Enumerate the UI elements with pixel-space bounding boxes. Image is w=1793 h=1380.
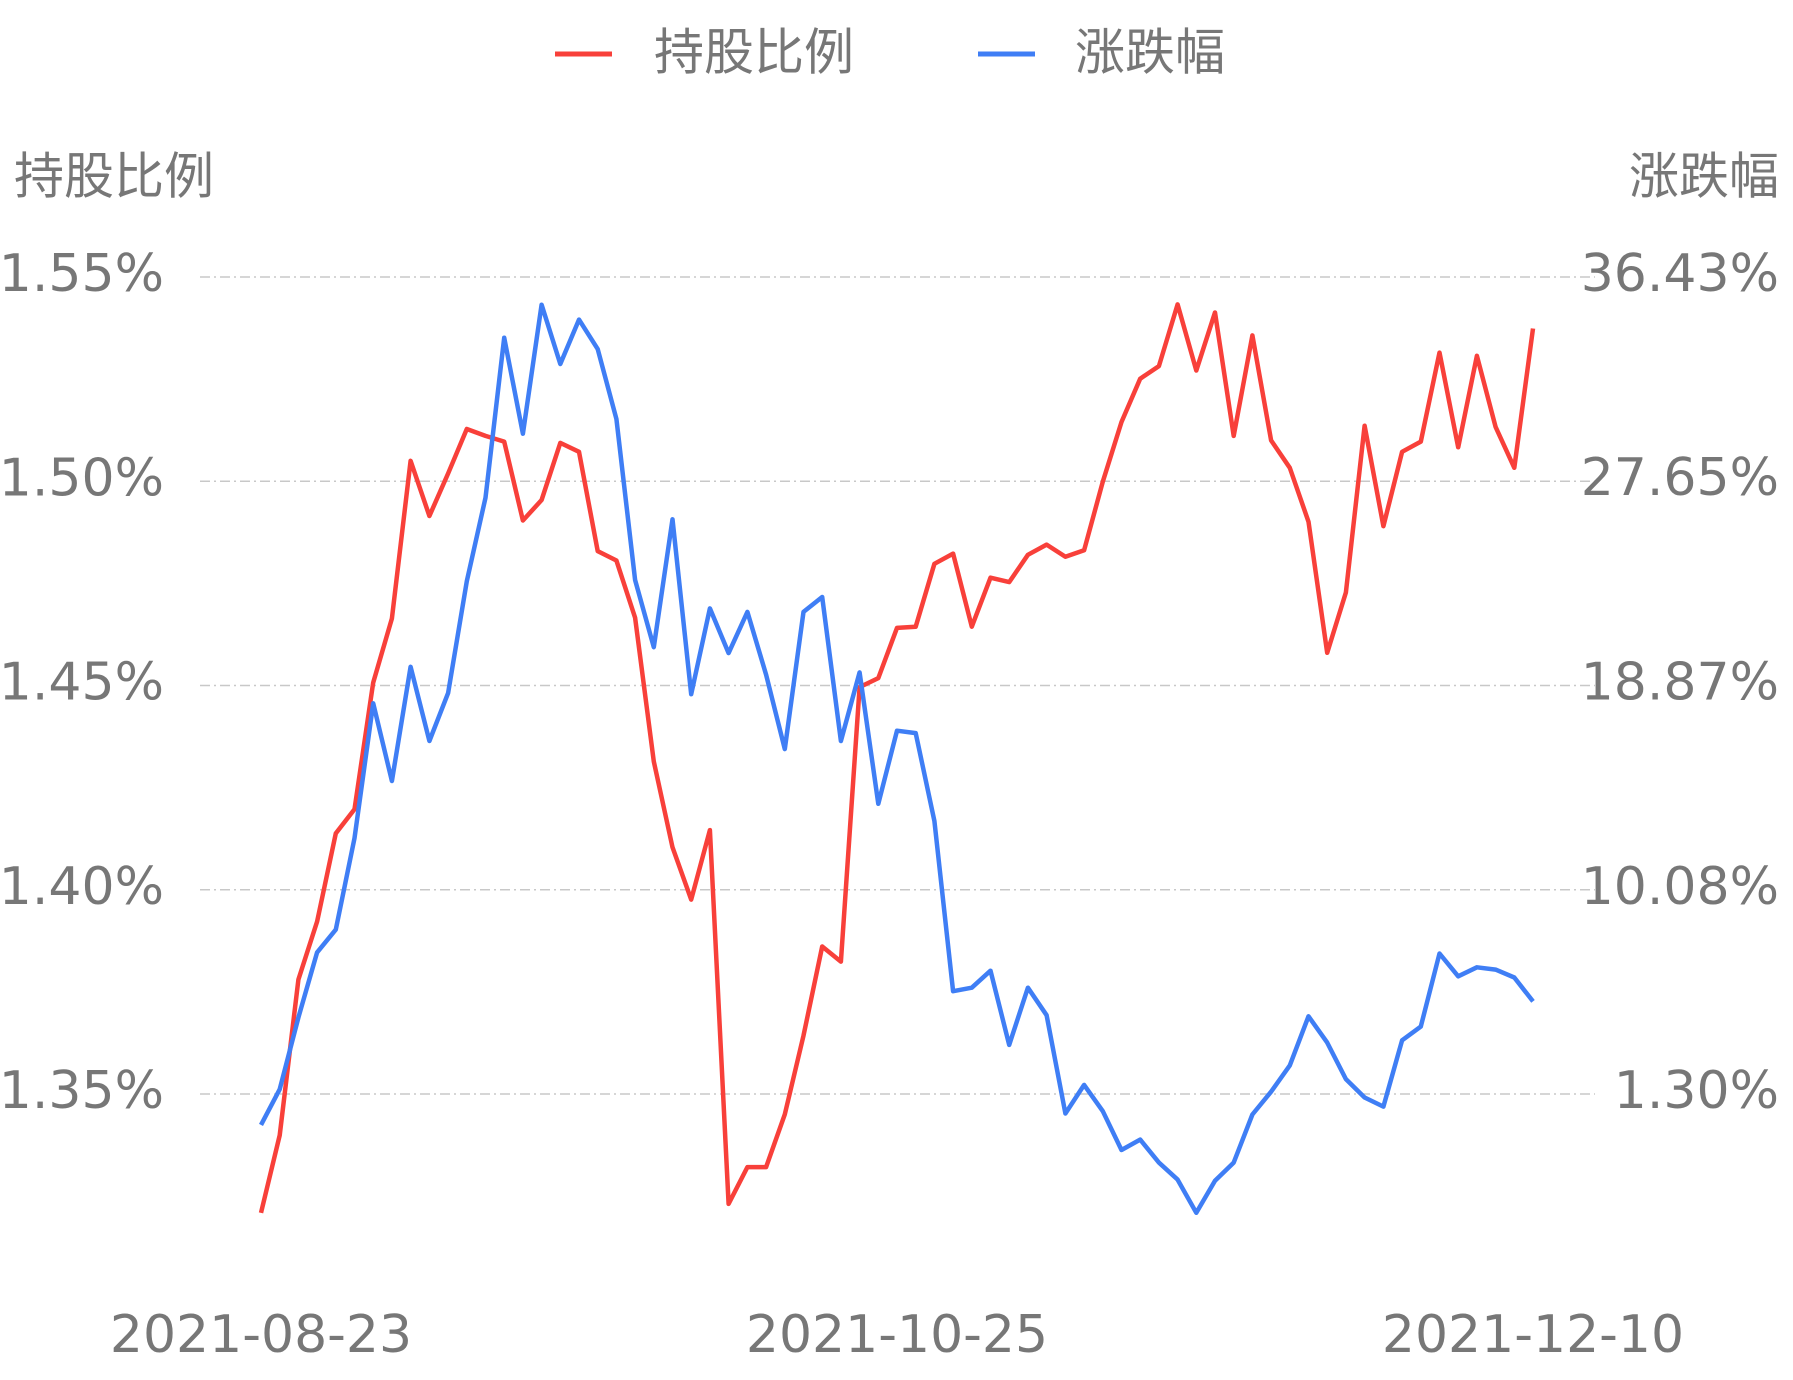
y-tick-label: 1.40% <box>0 857 164 917</box>
legend-label: 涨跌幅 <box>1075 24 1225 82</box>
y-tick-label: 1.45% <box>0 653 164 713</box>
y2-tick-label: 1.30% <box>1614 1061 1779 1121</box>
y-tick-label: 1.50% <box>0 448 164 508</box>
y2-tick-label: 10.08% <box>1581 857 1779 917</box>
line-series <box>259 302 1535 1216</box>
y2-tick-label: 18.87% <box>1581 652 1779 712</box>
y-axis-title: 持股比例 <box>14 148 214 206</box>
x-tick-label: 2021-12-10 <box>1382 1305 1684 1365</box>
y-tick-label: 1.35% <box>0 1061 164 1121</box>
y-tick-label: 1.55% <box>0 244 164 304</box>
x-tick-label: 2021-08-23 <box>110 1305 412 1365</box>
y2-axis-title: 涨跌幅 <box>1629 148 1779 206</box>
legend-label: 持股比例 <box>654 24 854 82</box>
y2-tick-label: 36.43% <box>1581 244 1779 304</box>
line-series <box>258 302 1536 1214</box>
x-tick-label: 2021-10-25 <box>746 1305 1048 1365</box>
y2-tick-label: 27.65% <box>1581 448 1779 508</box>
